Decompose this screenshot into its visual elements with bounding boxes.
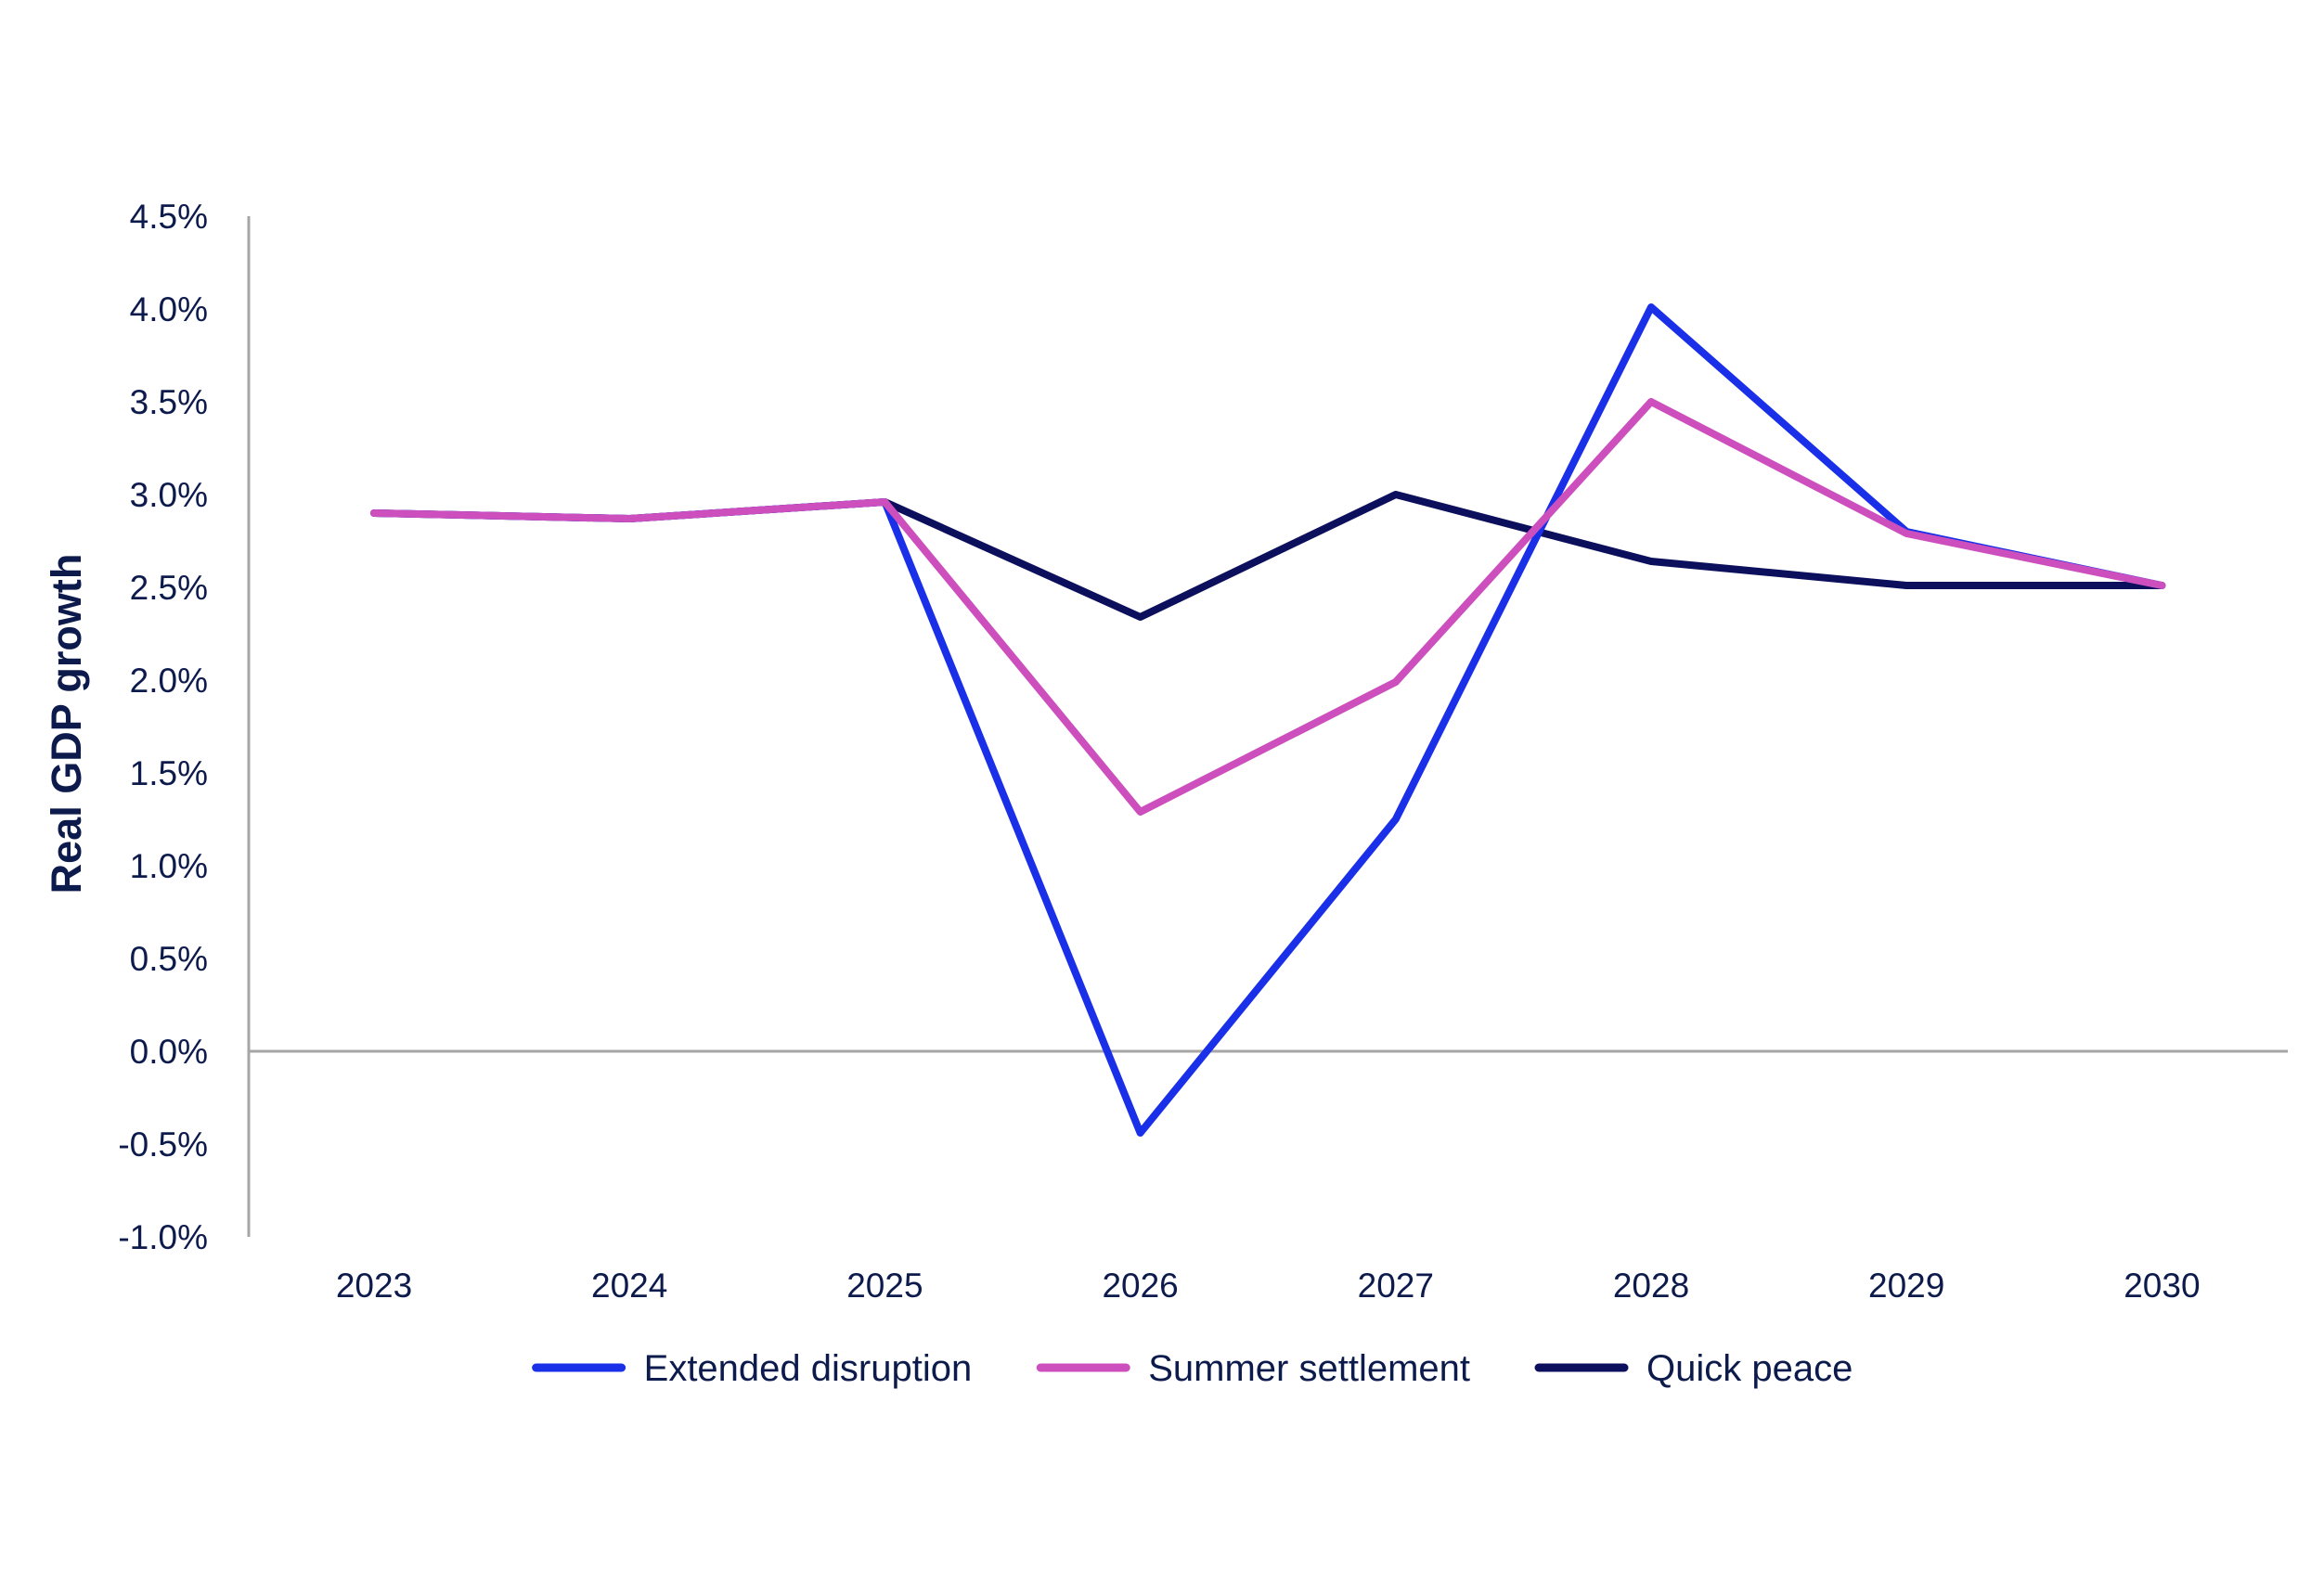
x-tick-labels: 2023 2024 2025 2026 2027 2028 2029 2030 [336, 1267, 2201, 1305]
y-tick-label: 1.5% [130, 754, 208, 792]
y-tick-label: -0.5% [118, 1125, 208, 1164]
series-lines [370, 303, 2166, 1137]
x-tick-label: 2024 [591, 1267, 667, 1305]
y-tick-label: 0.5% [130, 940, 208, 978]
x-tick-label: 2027 [1358, 1267, 1434, 1305]
x-tick-label: 2026 [1102, 1267, 1178, 1305]
y-tick-label: 4.5% [130, 198, 208, 236]
series-line-0 [370, 303, 2166, 1137]
y-tick-labels: -1.0% -0.5% 0.0% 0.5% 1.0% 1.5% 2.0% 2.5% 3.0% 3.… [118, 198, 208, 1256]
y-tick-label: 2.5% [130, 569, 208, 607]
series-line-1 [370, 398, 2166, 816]
axes [247, 216, 2288, 1237]
x-tick-label: 2028 [1613, 1267, 1689, 1305]
x-tick-label: 2025 [846, 1267, 923, 1305]
y-axis-title: Real GDP growth [43, 554, 90, 894]
y-axis-title-group: Real GDP growth [43, 554, 90, 894]
legend-label-0: Extended disruption [644, 1348, 973, 1389]
y-tick-label: -1.0% [118, 1218, 208, 1256]
x-tick-label: 2030 [2124, 1267, 2200, 1305]
y-tick-label: 1.0% [130, 847, 208, 885]
y-tick-label: 3.0% [130, 476, 208, 514]
series-line-2 [370, 491, 2166, 621]
x-tick-label: 2023 [336, 1267, 412, 1305]
legend-label-2: Quick peace [1646, 1348, 1853, 1389]
y-tick-label: 4.0% [130, 290, 208, 328]
y-tick-label: 0.0% [130, 1033, 208, 1071]
x-tick-label: 2029 [1868, 1267, 1944, 1305]
y-tick-label: 3.5% [130, 383, 208, 421]
legend-label-1: Summer settlement [1148, 1348, 1470, 1389]
y-tick-label: 2.0% [130, 662, 208, 700]
legend: Extended disruption Summer settlement Quic… [532, 1348, 1853, 1389]
